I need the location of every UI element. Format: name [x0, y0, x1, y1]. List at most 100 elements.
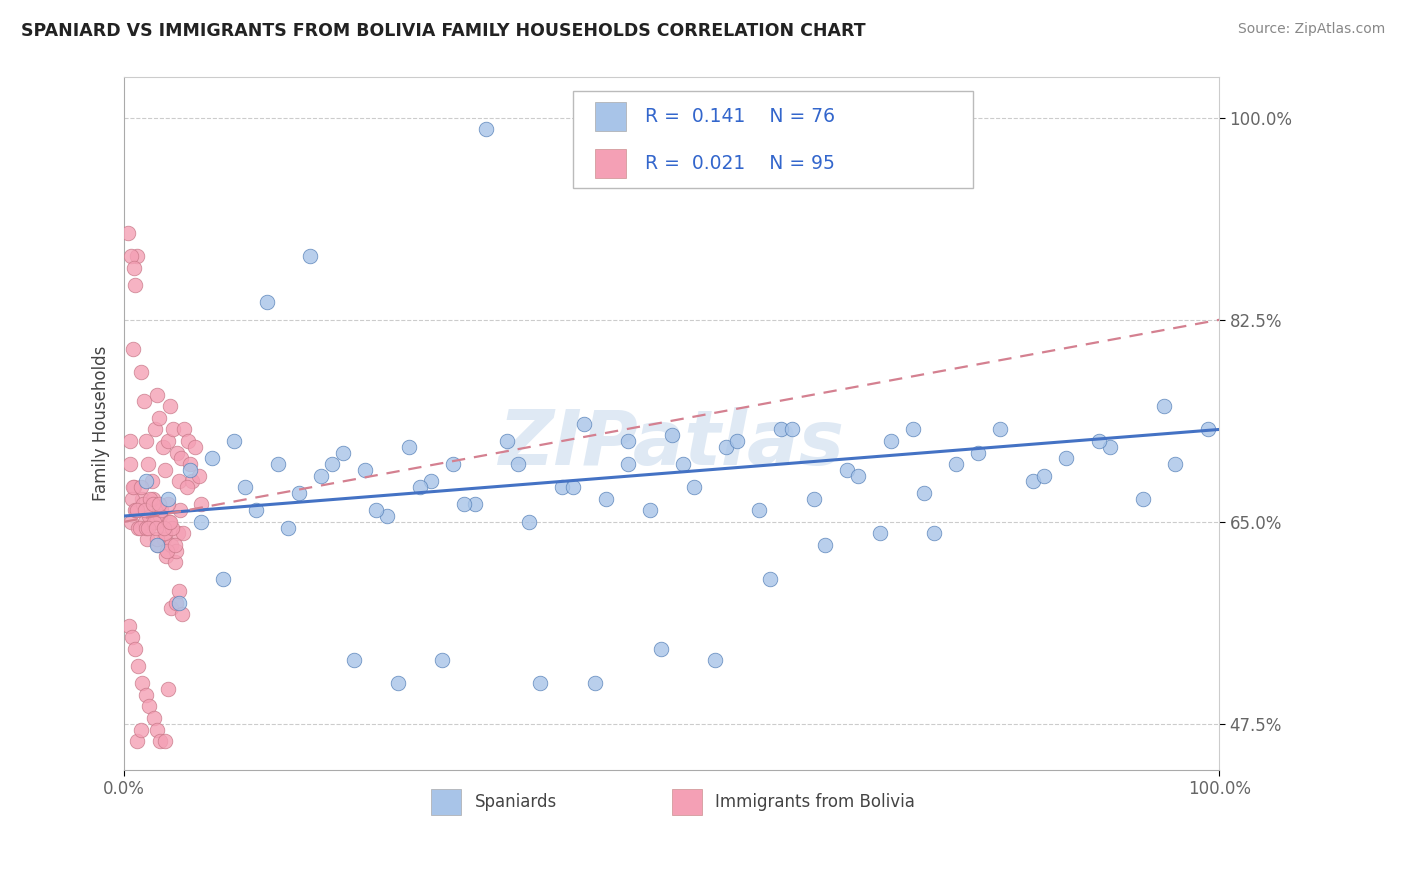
Immigrants from Bolivia: [156, 682, 179, 697]
Immigrants from Bolivia: [157, 515, 180, 529]
Spaniards: [354, 463, 377, 477]
Spaniards: [682, 480, 704, 494]
Immigrants from Bolivia: [146, 388, 169, 402]
Spaniards: [398, 440, 420, 454]
Spaniards: [945, 457, 967, 471]
Immigrants from Bolivia: [167, 475, 190, 489]
Y-axis label: Family Households: Family Households: [93, 346, 110, 501]
Immigrants from Bolivia: [179, 457, 201, 471]
Immigrants from Bolivia: [142, 491, 165, 506]
Immigrants from Bolivia: [181, 475, 204, 489]
Immigrants from Bolivia: [166, 445, 188, 459]
Spaniards: [1022, 475, 1045, 489]
Spaniards: [912, 486, 935, 500]
Immigrants from Bolivia: [127, 734, 149, 748]
Immigrants from Bolivia: [124, 641, 146, 656]
Immigrants from Bolivia: [173, 422, 195, 436]
Spaniards: [222, 434, 245, 448]
Spaniards: [146, 538, 169, 552]
Spaniards: [1132, 491, 1154, 506]
Immigrants from Bolivia: [187, 468, 209, 483]
Spaniards: [245, 503, 267, 517]
Immigrants from Bolivia: [139, 491, 162, 506]
Spaniards: [759, 573, 782, 587]
Spaniards: [464, 498, 486, 512]
Immigrants from Bolivia: [156, 543, 179, 558]
Spaniards: [288, 486, 311, 500]
Spaniards: [617, 434, 640, 448]
Spaniards: [321, 457, 343, 471]
Immigrants from Bolivia: [134, 515, 156, 529]
Spaniards: [583, 676, 606, 690]
Spaniards: [1087, 434, 1109, 448]
Text: R =  0.021    N = 95: R = 0.021 N = 95: [645, 153, 835, 173]
Spaniards: [901, 422, 924, 436]
Spaniards: [780, 422, 803, 436]
Spaniards: [814, 538, 837, 552]
Immigrants from Bolivia: [120, 249, 142, 263]
Immigrants from Bolivia: [160, 601, 183, 615]
Immigrants from Bolivia: [148, 498, 170, 512]
Immigrants from Bolivia: [128, 520, 150, 534]
Immigrants from Bolivia: [146, 723, 169, 737]
Spaniards: [156, 491, 179, 506]
Spaniards: [748, 503, 770, 517]
Text: R =  0.141    N = 76: R = 0.141 N = 76: [645, 107, 835, 126]
Spaniards: [725, 434, 748, 448]
Spaniards: [1153, 400, 1175, 414]
Immigrants from Bolivia: [163, 555, 186, 569]
Immigrants from Bolivia: [162, 520, 184, 534]
Immigrants from Bolivia: [149, 734, 172, 748]
Immigrants from Bolivia: [145, 515, 167, 529]
Immigrants from Bolivia: [129, 480, 152, 494]
Spaniards: [517, 515, 540, 529]
Spaniards: [299, 249, 322, 263]
Spaniards: [190, 515, 212, 529]
Immigrants from Bolivia: [127, 249, 149, 263]
Immigrants from Bolivia: [153, 463, 176, 477]
Immigrants from Bolivia: [124, 278, 146, 293]
Immigrants from Bolivia: [121, 491, 143, 506]
Immigrants from Bolivia: [122, 260, 145, 275]
Spaniards: [704, 653, 727, 667]
Immigrants from Bolivia: [159, 400, 181, 414]
Immigrants from Bolivia: [152, 520, 174, 534]
Immigrants from Bolivia: [132, 498, 155, 512]
Immigrants from Bolivia: [156, 434, 179, 448]
Immigrants from Bolivia: [120, 515, 142, 529]
Immigrants from Bolivia: [177, 434, 200, 448]
Immigrants from Bolivia: [162, 422, 184, 436]
Immigrants from Bolivia: [156, 498, 179, 512]
Spaniards: [835, 463, 858, 477]
Spaniards: [617, 457, 640, 471]
Spaniards: [364, 503, 387, 517]
Spaniards: [1098, 440, 1121, 454]
Immigrants from Bolivia: [118, 457, 141, 471]
Immigrants from Bolivia: [149, 508, 172, 523]
Spaniards: [211, 573, 233, 587]
Spaniards: [135, 475, 157, 489]
Immigrants from Bolivia: [136, 520, 159, 534]
Immigrants from Bolivia: [122, 480, 145, 494]
Spaniards: [672, 457, 695, 471]
Spaniards: [332, 445, 354, 459]
Immigrants from Bolivia: [152, 440, 174, 454]
Spaniards: [924, 526, 946, 541]
Spaniards: [474, 122, 496, 136]
Spaniards: [311, 468, 333, 483]
Immigrants from Bolivia: [122, 342, 145, 356]
Spaniards: [201, 451, 224, 466]
Immigrants from Bolivia: [127, 659, 149, 673]
Spaniards: [869, 526, 891, 541]
Immigrants from Bolivia: [131, 676, 153, 690]
Spaniards: [562, 480, 585, 494]
Spaniards: [572, 417, 595, 431]
Immigrants from Bolivia: [124, 503, 146, 517]
Spaniards: [233, 480, 256, 494]
Immigrants from Bolivia: [136, 457, 159, 471]
Immigrants from Bolivia: [134, 503, 156, 517]
Immigrants from Bolivia: [135, 688, 157, 702]
FancyBboxPatch shape: [574, 91, 973, 188]
Spaniards: [343, 653, 366, 667]
Immigrants from Bolivia: [172, 526, 194, 541]
